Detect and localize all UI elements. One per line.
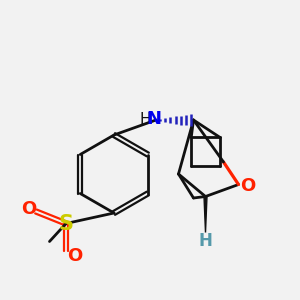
- Text: H: H: [140, 112, 151, 128]
- Text: O: O: [241, 177, 256, 195]
- Polygon shape: [204, 196, 207, 232]
- Text: N: N: [146, 110, 161, 128]
- Text: H: H: [199, 232, 212, 250]
- Text: O: O: [21, 200, 36, 218]
- Text: O: O: [67, 247, 82, 265]
- Text: S: S: [58, 214, 74, 233]
